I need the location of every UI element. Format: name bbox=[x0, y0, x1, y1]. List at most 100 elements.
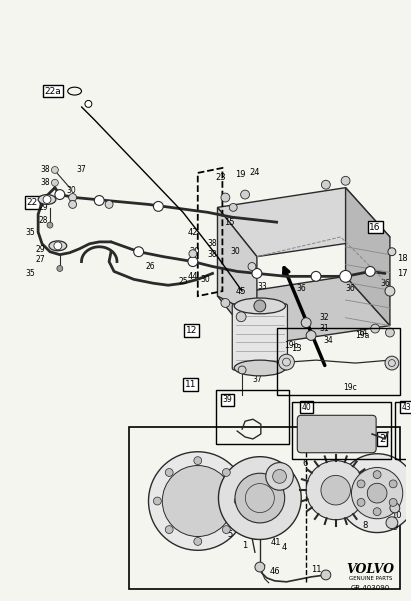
Text: 22a: 22a bbox=[44, 87, 61, 96]
Circle shape bbox=[247, 305, 256, 313]
Text: 12: 12 bbox=[186, 326, 198, 335]
Circle shape bbox=[194, 537, 202, 545]
Text: VOLVO: VOLVO bbox=[346, 563, 394, 576]
Circle shape bbox=[365, 266, 375, 276]
Bar bbox=[277, 328, 400, 395]
Circle shape bbox=[301, 318, 311, 328]
Text: 18: 18 bbox=[397, 254, 408, 263]
Circle shape bbox=[236, 312, 246, 322]
Circle shape bbox=[371, 324, 380, 333]
Text: 24: 24 bbox=[249, 168, 260, 177]
Circle shape bbox=[254, 300, 266, 312]
Circle shape bbox=[311, 272, 321, 281]
Circle shape bbox=[321, 475, 351, 505]
Circle shape bbox=[85, 100, 92, 108]
Ellipse shape bbox=[234, 298, 286, 314]
Circle shape bbox=[388, 248, 396, 255]
Text: 35: 35 bbox=[25, 269, 35, 278]
Circle shape bbox=[51, 166, 58, 173]
Text: 27: 27 bbox=[35, 255, 45, 264]
Circle shape bbox=[373, 471, 381, 478]
Circle shape bbox=[69, 194, 76, 201]
Text: 19c: 19c bbox=[344, 383, 358, 392]
Circle shape bbox=[54, 242, 62, 250]
Circle shape bbox=[221, 299, 230, 307]
Circle shape bbox=[390, 503, 400, 513]
Polygon shape bbox=[217, 276, 390, 346]
Circle shape bbox=[43, 195, 51, 204]
Ellipse shape bbox=[234, 360, 286, 376]
Text: 36: 36 bbox=[380, 279, 390, 288]
Circle shape bbox=[266, 463, 293, 490]
Text: 30: 30 bbox=[230, 247, 240, 256]
Text: 26: 26 bbox=[145, 262, 155, 271]
Text: 15: 15 bbox=[224, 218, 235, 227]
FancyBboxPatch shape bbox=[297, 415, 376, 453]
Text: 9: 9 bbox=[392, 523, 397, 532]
Text: GR-403090: GR-403090 bbox=[351, 585, 390, 591]
Polygon shape bbox=[217, 188, 390, 257]
Text: 46: 46 bbox=[269, 567, 280, 576]
Text: 37: 37 bbox=[252, 375, 262, 384]
Circle shape bbox=[279, 354, 294, 370]
Circle shape bbox=[248, 263, 256, 270]
Text: 1: 1 bbox=[242, 541, 248, 550]
Circle shape bbox=[162, 466, 233, 537]
Circle shape bbox=[69, 201, 76, 209]
Circle shape bbox=[57, 266, 63, 272]
Circle shape bbox=[272, 469, 286, 483]
FancyBboxPatch shape bbox=[232, 304, 287, 370]
Text: 10: 10 bbox=[392, 511, 402, 520]
Circle shape bbox=[222, 526, 230, 534]
Text: 19: 19 bbox=[235, 170, 245, 179]
Text: 14: 14 bbox=[357, 328, 367, 337]
Text: 39: 39 bbox=[222, 395, 232, 404]
Text: 36: 36 bbox=[296, 284, 306, 293]
Circle shape bbox=[357, 480, 365, 488]
Circle shape bbox=[153, 201, 163, 212]
Circle shape bbox=[229, 204, 237, 212]
Circle shape bbox=[221, 193, 230, 202]
Text: 11: 11 bbox=[311, 564, 321, 573]
Circle shape bbox=[385, 286, 395, 296]
Bar bbox=[395, 401, 411, 459]
Circle shape bbox=[389, 498, 397, 507]
Text: 44: 44 bbox=[187, 272, 198, 281]
Bar bbox=[292, 401, 391, 459]
Text: 2: 2 bbox=[379, 434, 385, 444]
Circle shape bbox=[55, 190, 65, 200]
Text: 41: 41 bbox=[270, 538, 281, 547]
Circle shape bbox=[338, 454, 411, 532]
Polygon shape bbox=[346, 188, 390, 326]
Text: GENUINE PARTS: GENUINE PARTS bbox=[349, 576, 392, 581]
Text: 45: 45 bbox=[236, 287, 246, 296]
Circle shape bbox=[389, 480, 397, 488]
Ellipse shape bbox=[38, 195, 56, 204]
Text: 30: 30 bbox=[201, 275, 210, 284]
Circle shape bbox=[252, 269, 262, 278]
Text: 40: 40 bbox=[301, 403, 311, 412]
Text: 29: 29 bbox=[35, 245, 45, 254]
Bar bbox=[215, 389, 289, 444]
Text: 11: 11 bbox=[185, 380, 196, 389]
Circle shape bbox=[165, 469, 173, 477]
Text: 33: 33 bbox=[257, 282, 267, 291]
Circle shape bbox=[219, 457, 301, 540]
Text: 16: 16 bbox=[369, 222, 381, 231]
Text: 38: 38 bbox=[40, 165, 50, 174]
Circle shape bbox=[189, 250, 197, 258]
Text: 42: 42 bbox=[187, 228, 198, 237]
Text: 6: 6 bbox=[302, 459, 308, 468]
Text: 25: 25 bbox=[178, 277, 188, 286]
Circle shape bbox=[165, 526, 173, 534]
Circle shape bbox=[194, 457, 202, 465]
Circle shape bbox=[373, 508, 381, 516]
Text: 20: 20 bbox=[189, 247, 200, 256]
Circle shape bbox=[306, 331, 316, 340]
Text: 3: 3 bbox=[252, 533, 258, 542]
Circle shape bbox=[51, 179, 58, 186]
Bar bbox=[129, 427, 400, 589]
Text: 38: 38 bbox=[208, 250, 217, 259]
Text: 30: 30 bbox=[67, 186, 76, 195]
Circle shape bbox=[385, 356, 399, 370]
